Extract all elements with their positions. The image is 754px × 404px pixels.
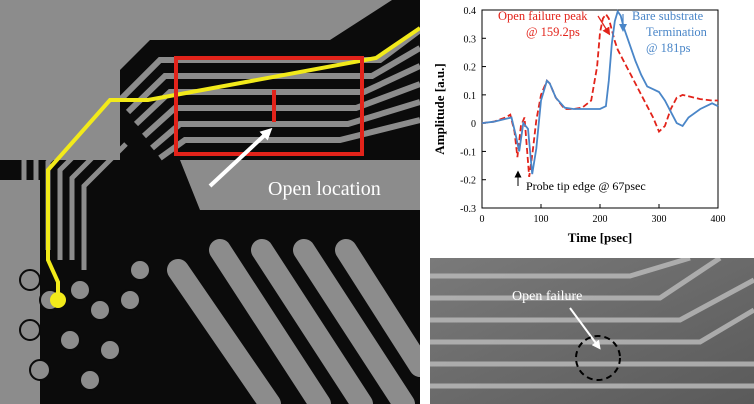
open-failure-arrow [569, 307, 601, 350]
x-tick-label: 400 [711, 214, 726, 225]
micrograph-image: Open failure [430, 258, 754, 404]
y-tick-label: -0.1 [460, 147, 476, 158]
open-peak-arrow [597, 15, 611, 36]
y-axis-label: Amplitude [a.u.] [432, 63, 447, 154]
y-tick-label: -0.3 [460, 204, 476, 215]
pcb-layout-drawing: Open location [0, 0, 420, 404]
bare-substrate-series [481, 9, 719, 175]
metal-plane-upper [0, 0, 392, 160]
via-pads [19, 259, 151, 391]
open-failure-label: Open failure [512, 289, 582, 304]
micrograph-traces [430, 258, 754, 389]
micrograph-panel: Open failure [430, 258, 754, 404]
open-location-arrow [208, 127, 273, 188]
open-failure-circle [575, 335, 621, 381]
x-tick-label: 300 [652, 214, 667, 225]
bare-label-line2: Termination [646, 25, 708, 39]
open-failure-series [481, 12, 718, 178]
y-tick-label: -0.2 [460, 176, 476, 187]
open-peak-label-line2: @ 159.2ps [526, 25, 580, 39]
highlighted-trace-via [50, 292, 66, 308]
open-location-box [174, 56, 364, 156]
highlighted-trace [46, 26, 420, 300]
metal-plane-middle [180, 160, 420, 210]
bare-label-line1: Bare substrate [632, 9, 704, 23]
y-tick-label: 0 [471, 119, 476, 130]
x-tick-label: 0 [480, 214, 485, 225]
plot-series [481, 9, 719, 178]
left-trace-bundle [21, 88, 128, 270]
y-tick-label: 0.3 [464, 34, 477, 45]
pcb-layout-panel: Open location [0, 0, 420, 404]
metal-plane-left [0, 180, 40, 404]
open-location-label: Open location [268, 178, 381, 200]
y-tick-label: 0.1 [464, 91, 477, 102]
x-axis-label: Time [psec] [568, 230, 632, 245]
lower-trace-bundle [167, 239, 420, 404]
tdr-chart-panel: -0.3 -0.2 -0.1 0 0.1 0.2 0.3 0.4 0 100 200 300 400 Ti… [428, 0, 754, 252]
upper-trace-bundle [117, 27, 420, 161]
x-tick-label: 100 [534, 214, 549, 225]
probe-edge-label: Probe tip edge @ 67psec [526, 179, 646, 193]
bare-label-line3: @ 181ps [646, 41, 691, 55]
y-tick-label: 0.2 [464, 63, 477, 74]
x-tick-label: 200 [593, 214, 608, 225]
tdr-chart: -0.3 -0.2 -0.1 0 0.1 0.2 0.3 0.4 0 100 200 300 400 Ti… [432, 6, 726, 245]
open-peak-label-line1: Open failure peak [498, 9, 588, 23]
y-tick-label: 0.4 [464, 6, 477, 17]
